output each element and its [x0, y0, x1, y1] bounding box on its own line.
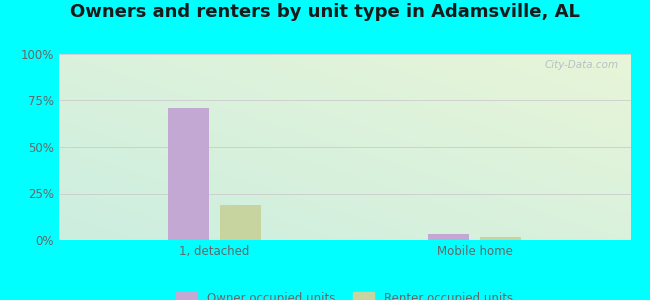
Bar	[428, 234, 469, 240]
Legend: Owner occupied units, Renter occupied units: Owner occupied units, Renter occupied un…	[172, 287, 517, 300]
Bar	[480, 237, 521, 240]
Bar	[168, 108, 209, 240]
Text: City-Data.com: City-Data.com	[545, 60, 619, 70]
Text: Owners and renters by unit type in Adamsville, AL: Owners and renters by unit type in Adams…	[70, 3, 580, 21]
Bar	[220, 205, 261, 240]
